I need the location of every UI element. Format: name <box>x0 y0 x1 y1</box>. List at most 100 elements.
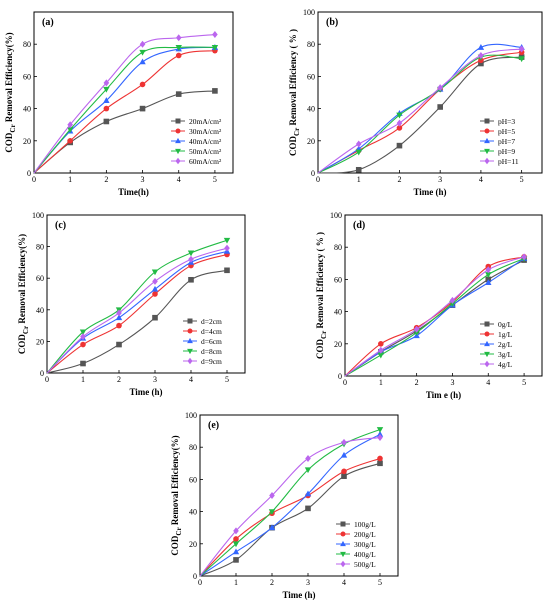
y-tick-label: 40 <box>307 105 315 114</box>
data-point <box>437 104 443 110</box>
y-axis-label-rest: Removal Efficiency ( % ) <box>315 232 325 331</box>
data-point <box>233 527 239 535</box>
data-point <box>341 438 347 446</box>
legend-marker <box>340 521 346 527</box>
data-point <box>233 536 239 542</box>
y-tick-label: 40 <box>36 306 44 315</box>
y-axis-label-main: COD <box>170 535 180 556</box>
data-point <box>355 140 362 148</box>
legend-marker <box>340 540 346 547</box>
data-point <box>139 49 146 56</box>
data-point <box>103 118 110 125</box>
data-point <box>449 301 456 307</box>
data-point <box>188 255 194 263</box>
series-line <box>46 253 228 374</box>
data-point <box>377 455 383 462</box>
series-line <box>33 33 215 174</box>
data-point <box>396 125 403 131</box>
data-point <box>268 524 276 531</box>
x-tick-label: 0 <box>32 175 36 184</box>
y-tick-label: 100 <box>185 411 197 420</box>
legend-label: 20mA/cm² <box>189 117 222 126</box>
x-axis-label: Time (h) <box>413 187 446 197</box>
y-tick-label: 0 <box>27 169 31 178</box>
legend-marker <box>484 128 490 134</box>
y-tick-label: 100 <box>330 211 342 220</box>
x-axis-label: Time (h) <box>129 387 162 397</box>
x-tick-label: 2 <box>117 375 121 384</box>
series-line <box>33 50 215 174</box>
y-axis-label-main: COD <box>17 334 27 355</box>
legend-marker <box>187 348 193 355</box>
series-line <box>317 56 522 174</box>
legend-marker <box>484 340 490 347</box>
panel-b: 0 1 2 3 4 5 0 20 40 60 80 100 (b) Time (h) CODCr Remov… <box>288 8 543 197</box>
data-point <box>485 266 492 274</box>
data-point <box>103 79 110 87</box>
y-tick-label: 60 <box>36 274 44 283</box>
y-axis-label-main: COD <box>315 338 325 359</box>
plot-frame <box>317 11 543 174</box>
data-point <box>211 45 219 51</box>
data-point <box>413 330 420 336</box>
y-axis-label: CODCr Removal Efficiency ( % ) <box>315 232 328 359</box>
legend-label: 300g/L <box>354 540 376 549</box>
x-tick-label: 2 <box>270 578 274 587</box>
legend-marker <box>187 337 193 344</box>
data-point <box>355 149 362 156</box>
legend-marker <box>484 360 490 368</box>
y-tick-label: 20 <box>23 137 31 146</box>
legend-label: 30mA/cm² <box>189 127 222 136</box>
data-point <box>175 45 182 51</box>
data-point <box>377 434 383 442</box>
y-axis-label: CODCr Removal Efficiency(%) <box>170 435 183 555</box>
y-axis-label: CODCr Removal Efficiency ( % ) <box>288 29 301 156</box>
y-axis-label-main: COD <box>288 135 298 156</box>
data-point <box>233 557 239 563</box>
x-tick-label: 0 <box>316 175 320 184</box>
data-point <box>139 105 146 112</box>
x-tick-label: 2 <box>104 175 108 184</box>
legend-label: d=2cm <box>201 317 222 326</box>
legend-marker <box>484 157 490 165</box>
data-point <box>116 341 122 348</box>
y-tick-label: 20 <box>36 337 44 346</box>
data-point <box>212 88 218 94</box>
legend-label: d=9cm <box>201 357 222 366</box>
data-point <box>152 291 158 297</box>
x-axis-label: Time (h) <box>282 590 315 600</box>
x-tick-label: 1 <box>357 175 361 184</box>
x-tick-label: 1 <box>81 375 85 384</box>
data-point <box>485 279 492 286</box>
series-line <box>33 46 215 174</box>
y-tick-label: 40 <box>189 508 197 517</box>
y-tick-label: 80 <box>36 243 44 252</box>
data-point <box>378 346 384 354</box>
legend-marker <box>187 318 193 324</box>
series-line <box>46 269 228 374</box>
legend-marker <box>340 560 346 568</box>
legend-marker <box>484 331 490 337</box>
y-tick-label: 60 <box>334 275 342 284</box>
data-point <box>485 272 492 278</box>
data-point <box>139 81 146 88</box>
data-point <box>80 333 86 341</box>
x-tick-label: 4 <box>177 175 181 184</box>
data-point <box>396 142 403 149</box>
legend-marker <box>187 357 193 365</box>
data-point <box>212 31 218 39</box>
data-point <box>152 314 158 321</box>
y-tick-label: 0 <box>193 572 197 581</box>
data-point <box>396 112 403 119</box>
legend-marker <box>484 118 490 124</box>
x-tick-label: 3 <box>306 578 310 587</box>
legend-label: 60mA/cm² <box>189 157 222 166</box>
data-point <box>518 56 525 63</box>
x-axis-label: Tim e (h) <box>426 390 461 400</box>
data-point <box>151 269 159 276</box>
x-tick-label: 2 <box>397 175 401 184</box>
data-point <box>477 44 485 50</box>
data-point <box>103 105 110 112</box>
panel-d: 0 1 2 3 4 5 0 20 40 60 80 100 (d) Tim e (h) CODCr Remo… <box>315 211 543 400</box>
y-tick-label: 20 <box>307 137 315 146</box>
